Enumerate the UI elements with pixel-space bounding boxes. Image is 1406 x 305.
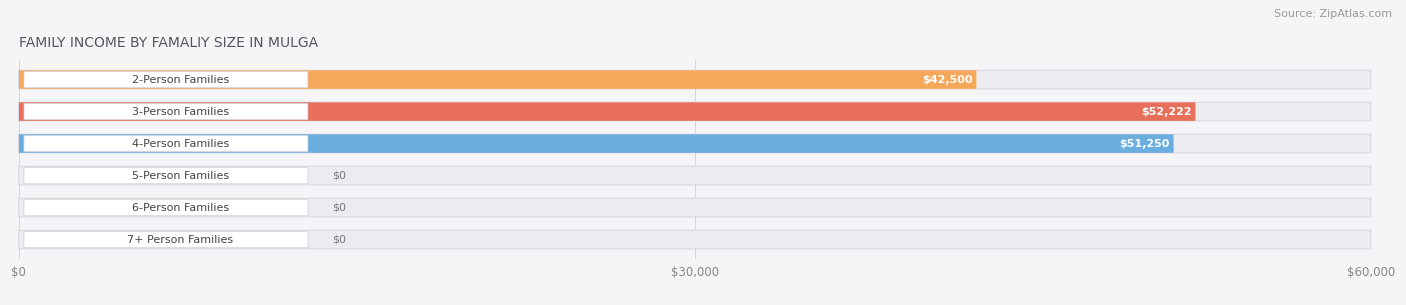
FancyBboxPatch shape bbox=[24, 103, 308, 120]
Text: 3-Person Families: 3-Person Families bbox=[132, 106, 229, 117]
Text: 7+ Person Families: 7+ Person Families bbox=[127, 235, 233, 245]
Text: $51,250: $51,250 bbox=[1119, 138, 1170, 149]
Text: 5-Person Families: 5-Person Families bbox=[132, 170, 229, 181]
Text: $0: $0 bbox=[332, 235, 346, 245]
FancyBboxPatch shape bbox=[24, 199, 308, 216]
FancyBboxPatch shape bbox=[18, 166, 1371, 185]
FancyBboxPatch shape bbox=[24, 167, 308, 184]
Text: $0: $0 bbox=[332, 170, 346, 181]
FancyBboxPatch shape bbox=[18, 134, 1371, 153]
FancyBboxPatch shape bbox=[24, 231, 308, 248]
FancyBboxPatch shape bbox=[24, 71, 308, 88]
FancyBboxPatch shape bbox=[18, 70, 976, 89]
FancyBboxPatch shape bbox=[18, 198, 1371, 217]
FancyBboxPatch shape bbox=[18, 102, 1371, 121]
FancyBboxPatch shape bbox=[18, 134, 1174, 153]
Text: FAMILY INCOME BY FAMALIY SIZE IN MULGA: FAMILY INCOME BY FAMALIY SIZE IN MULGA bbox=[18, 35, 318, 49]
Text: 6-Person Families: 6-Person Families bbox=[132, 203, 229, 213]
FancyBboxPatch shape bbox=[18, 70, 1371, 89]
FancyBboxPatch shape bbox=[18, 230, 1371, 249]
Text: 2-Person Families: 2-Person Families bbox=[132, 75, 229, 84]
Text: $0: $0 bbox=[332, 203, 346, 213]
Text: 4-Person Families: 4-Person Families bbox=[132, 138, 229, 149]
FancyBboxPatch shape bbox=[24, 135, 308, 152]
Text: $42,500: $42,500 bbox=[922, 75, 973, 84]
Text: $52,222: $52,222 bbox=[1140, 106, 1191, 117]
FancyBboxPatch shape bbox=[18, 102, 1195, 121]
Text: Source: ZipAtlas.com: Source: ZipAtlas.com bbox=[1274, 9, 1392, 19]
